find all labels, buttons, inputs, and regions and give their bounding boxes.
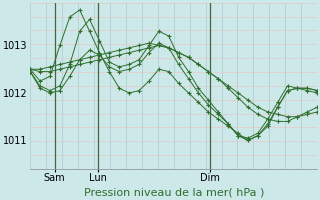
- X-axis label: Pression niveau de la mer( hPa ): Pression niveau de la mer( hPa ): [84, 187, 264, 197]
